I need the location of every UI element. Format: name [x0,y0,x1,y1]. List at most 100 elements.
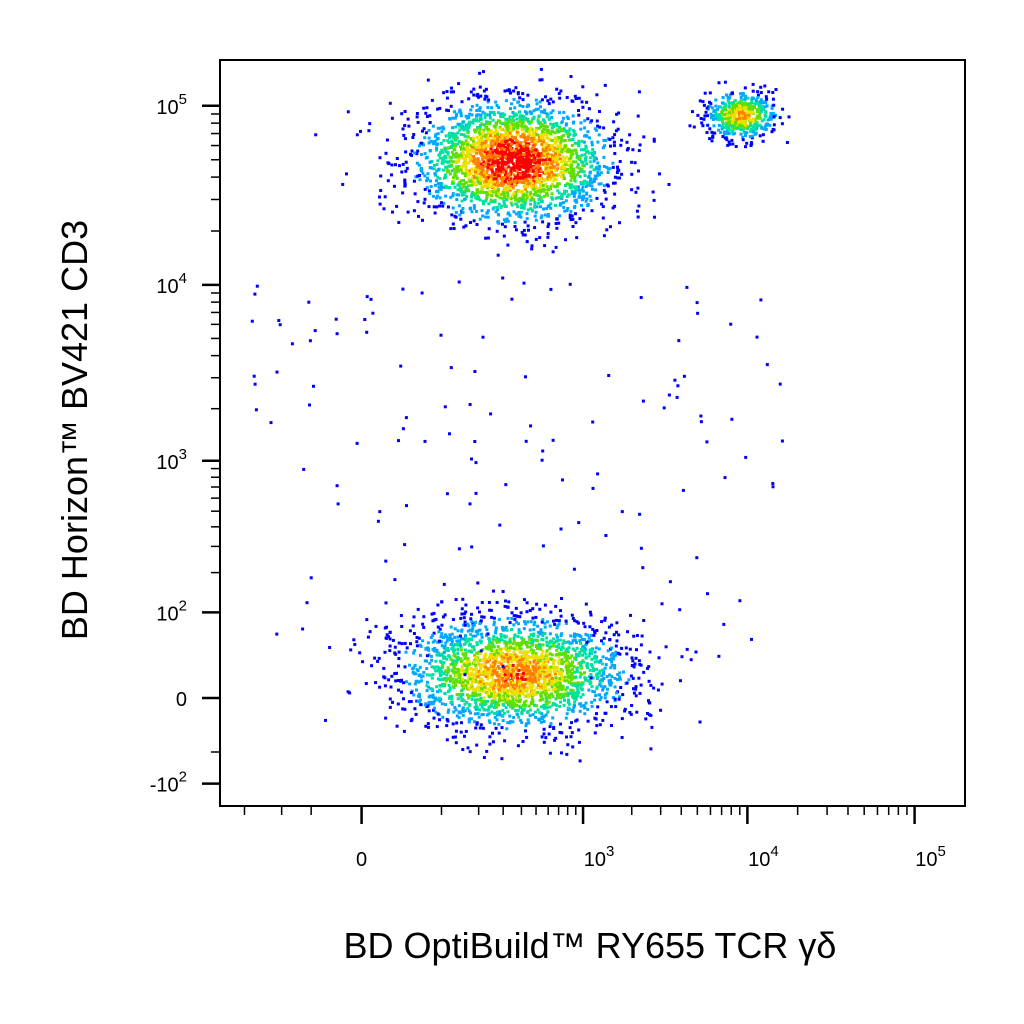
event-dot [467,667,471,671]
event-dot [527,228,530,232]
event-dot [352,638,356,642]
event-dot [489,142,493,145]
event-dot [501,714,505,718]
event-dot [417,680,421,684]
event-dot [474,170,477,174]
event-dot [574,212,577,216]
event-dot [576,694,580,698]
event-dot [480,635,484,639]
event-dot [451,180,455,184]
event-dot [430,140,434,144]
event-dot [509,657,513,661]
event-dot [524,622,528,626]
event-dot [501,145,504,149]
event-dot [533,205,537,209]
event-dot [474,192,478,196]
event-dot [485,672,489,676]
event-dot [459,168,463,172]
event-dot [609,683,613,687]
event-dot [526,224,530,228]
event-dot [494,190,498,194]
event-dot [449,104,453,108]
event-dot [460,199,464,203]
event-dot [518,173,522,177]
event-dot [400,690,403,694]
event-dot [538,100,542,104]
event-dot [451,685,455,689]
event-dot [606,171,610,174]
event-dot [491,118,495,122]
event-dot [521,692,525,696]
event-dot [475,176,479,180]
event-dot [508,188,512,192]
event-dot [532,179,536,183]
event-dot [490,158,494,162]
event-dot [522,228,526,232]
event-dot [446,205,450,209]
event-dot [536,165,540,169]
event-dot [434,196,438,200]
event-dot [720,127,724,131]
event-dot [480,149,484,152]
event-dot [382,675,386,679]
event-dot [493,173,497,176]
event-dot [484,152,488,156]
event-dot [383,684,387,688]
event-dot [412,615,416,619]
event-dot [503,627,507,631]
event-dot [597,167,601,171]
event-dot [630,172,634,176]
event-dot [482,89,486,93]
event-dot [525,665,529,669]
event-dot [473,712,477,716]
event-dot [543,213,547,217]
event-dot [723,80,727,84]
event-dot [637,90,641,94]
event-dot [595,93,599,97]
event-dot [465,682,469,686]
event-dot [490,162,494,166]
event-dot [522,707,526,711]
event-dot [461,713,465,717]
event-dot [531,678,535,682]
event-dot [518,682,522,686]
event-dot [743,130,747,134]
event-dot [513,687,517,691]
event-dot [524,661,528,665]
event-dot [497,680,501,684]
event-dot [444,185,448,189]
event-dot [545,636,549,640]
event-dot [479,174,483,178]
event-dot [506,187,509,191]
event-dot [532,623,536,627]
event-dot [495,205,499,209]
event-dot [519,164,522,168]
event-dot [571,185,575,189]
event-dot [524,170,528,173]
event-dot [482,682,486,686]
event-dot [493,706,497,709]
event-dot [571,668,574,671]
event-dot [425,179,429,183]
event-dot [476,629,480,633]
event-dot [538,632,542,636]
event-dot [590,704,594,708]
event-dot [448,155,452,159]
event-dot [566,691,570,695]
event-dot [490,190,494,193]
event-dot [541,131,544,135]
event-dot [555,626,559,630]
event-dot [458,639,462,643]
event-dot [451,722,455,726]
event-dot [444,641,448,645]
event-dot [473,688,477,691]
event-dot [562,110,566,114]
event-dot [744,102,748,106]
event-dot [430,676,434,680]
event-dot [597,182,601,186]
event-dot [721,107,725,111]
event-dot [477,145,481,149]
event-dot [457,153,460,157]
event-dot [484,199,488,203]
event-dot [394,679,398,683]
